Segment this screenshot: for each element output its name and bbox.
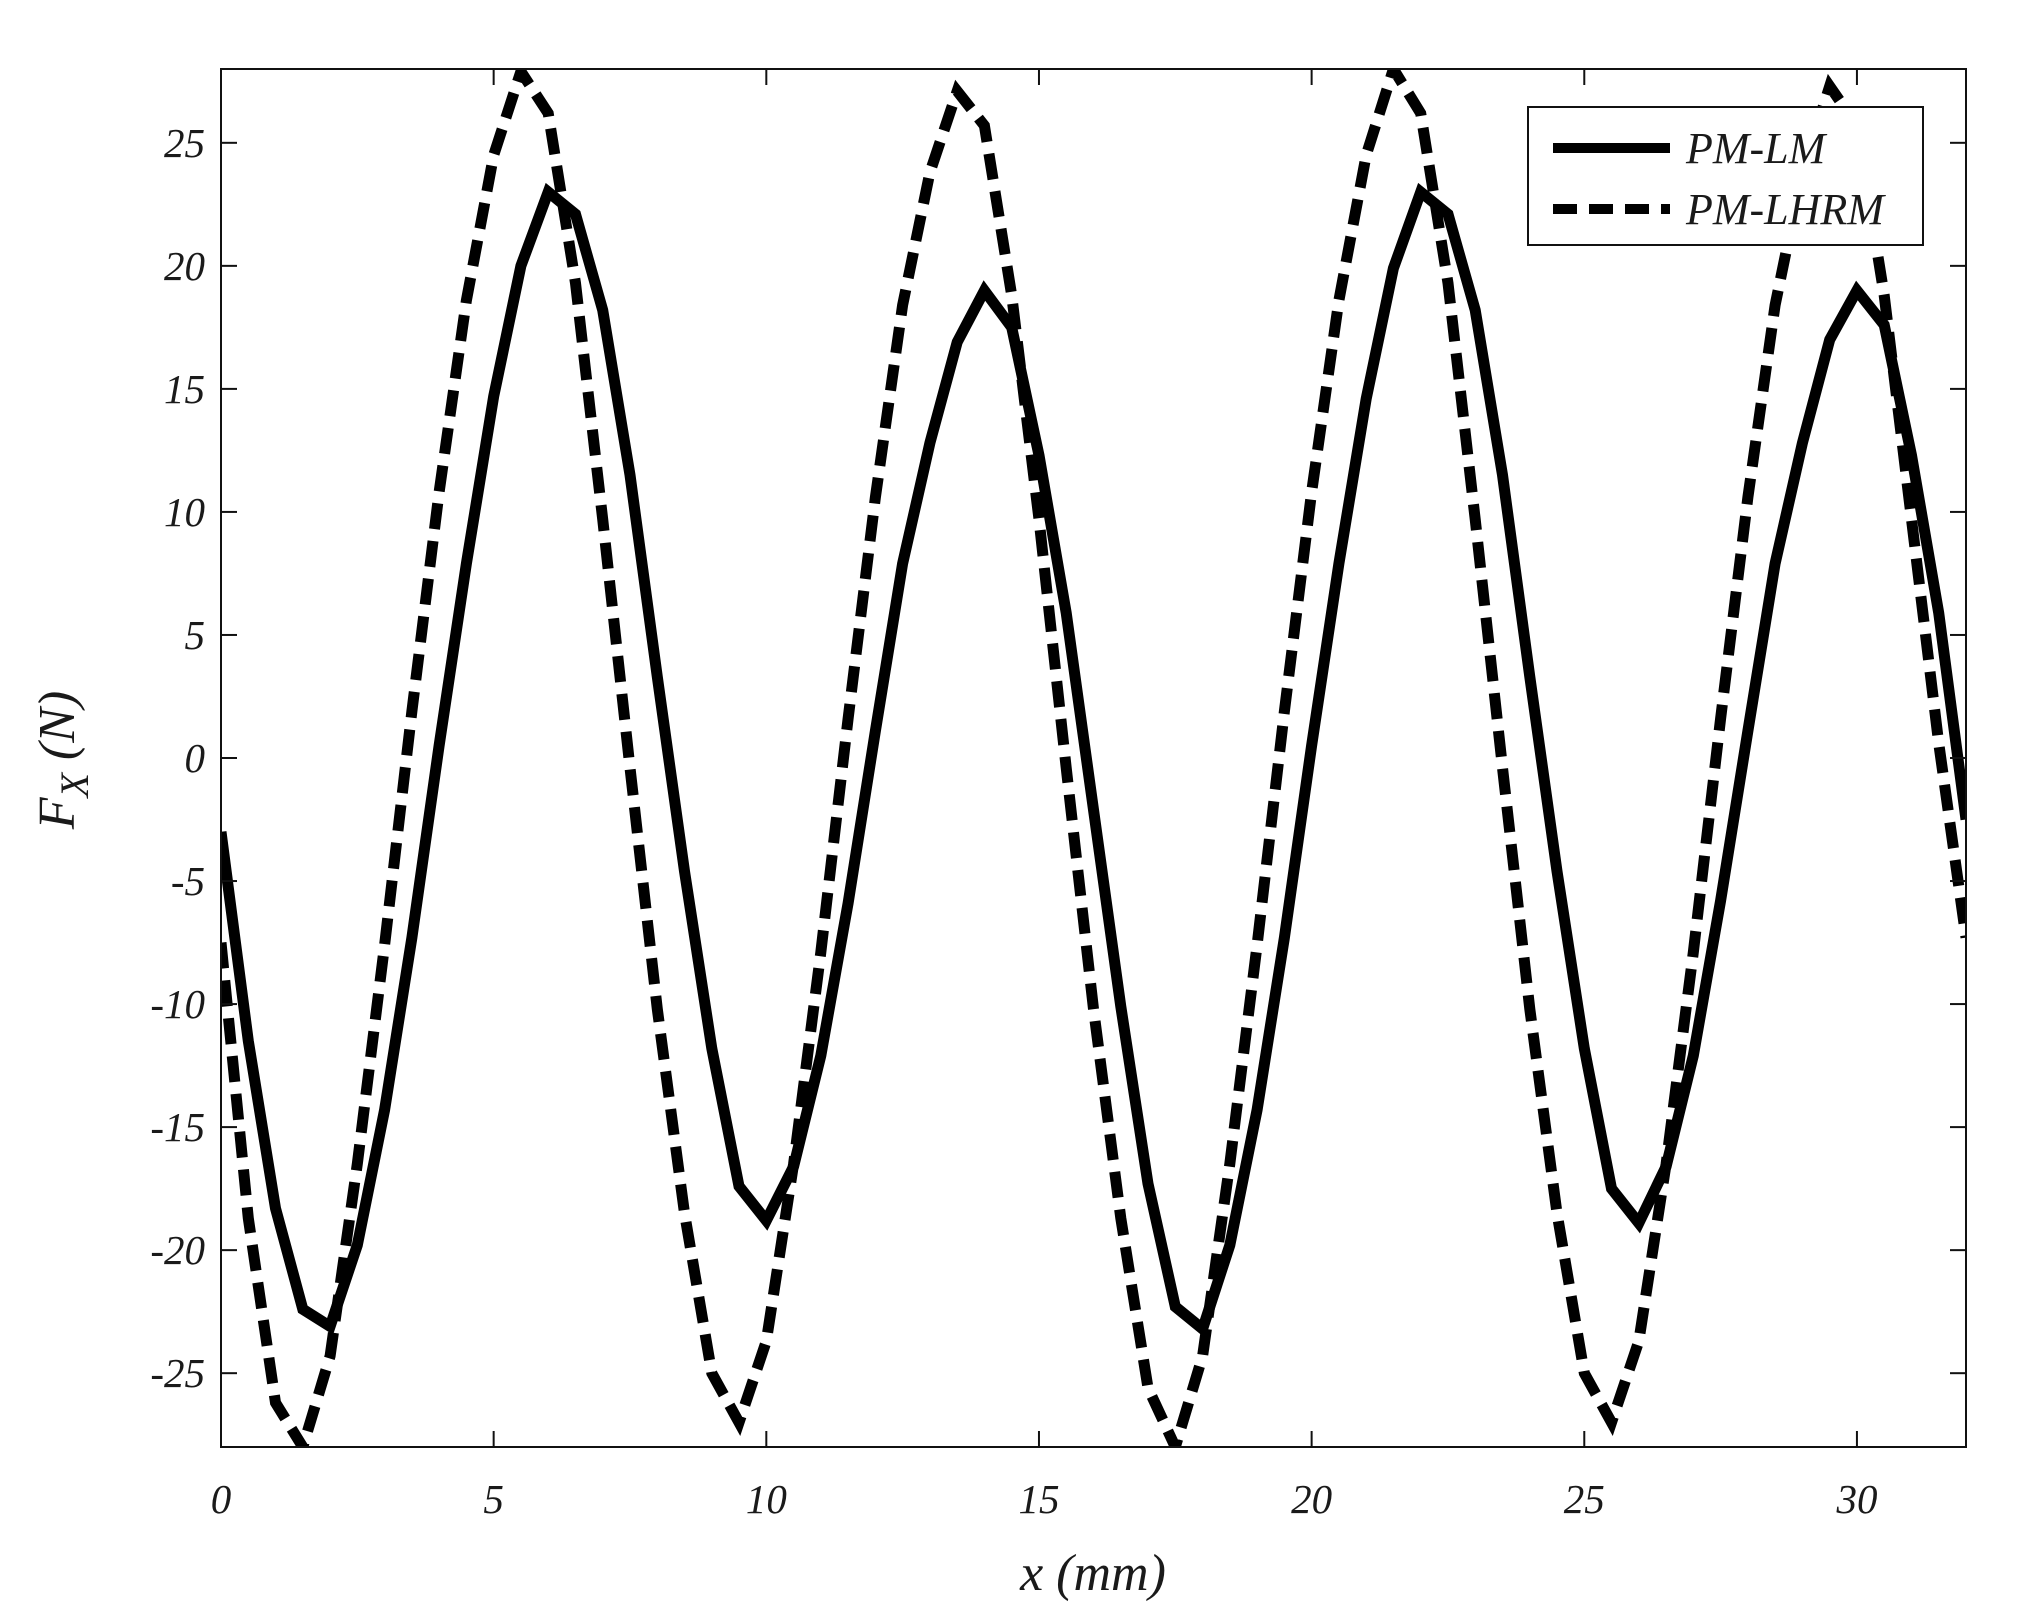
y-tick-label: 5 xyxy=(185,612,206,658)
y-tick-label: 20 xyxy=(164,243,205,289)
x-tick-label: 15 xyxy=(1018,1476,1059,1522)
legend: PM-LM PM-LHRM xyxy=(1527,106,1924,246)
y-tick-label: -20 xyxy=(150,1227,205,1273)
y-tick-label: -5 xyxy=(171,858,205,904)
y-tick-label: -15 xyxy=(150,1104,205,1150)
y-tick-label: 15 xyxy=(164,366,205,412)
x-tick-label: 5 xyxy=(483,1476,504,1522)
y-axis-label-text: FX (N) xyxy=(29,691,97,831)
y-axis-label-main: F xyxy=(29,796,86,830)
x-tick-label: 0 xyxy=(211,1476,232,1522)
y-tick-label: -10 xyxy=(150,981,205,1027)
y-axis-label-unit: (N) xyxy=(29,691,86,773)
x-tick-label: 10 xyxy=(746,1476,787,1522)
x-ticks: 0 5 10 15 20 25 30 xyxy=(211,69,1877,1522)
y-tick-label: 10 xyxy=(164,489,205,535)
y-tick-label: 25 xyxy=(164,120,205,166)
y-axis-label: FX (N) xyxy=(29,691,97,831)
x-tick-label: 20 xyxy=(1291,1476,1332,1522)
y-ticks: -25 -20 -15 -10 -5 0 5 10 15 20 25 xyxy=(150,120,1966,1396)
series-line-pm-lhrm xyxy=(221,69,1966,1447)
legend-label-pm-lm: PM-LM xyxy=(1685,124,1828,173)
legend-box xyxy=(1527,106,1924,246)
x-axis-label: x (mm) xyxy=(1019,1545,1166,1602)
x-tick-label: 30 xyxy=(1835,1476,1877,1522)
y-axis-label-subscript: X xyxy=(52,772,97,800)
y-tick-label: 0 xyxy=(185,735,206,781)
y-tick-label: -25 xyxy=(150,1350,205,1396)
legend-label-pm-lhrm: PM-LHRM xyxy=(1685,185,1886,234)
series-layer xyxy=(221,69,1966,1447)
x-tick-label: 25 xyxy=(1564,1476,1605,1522)
